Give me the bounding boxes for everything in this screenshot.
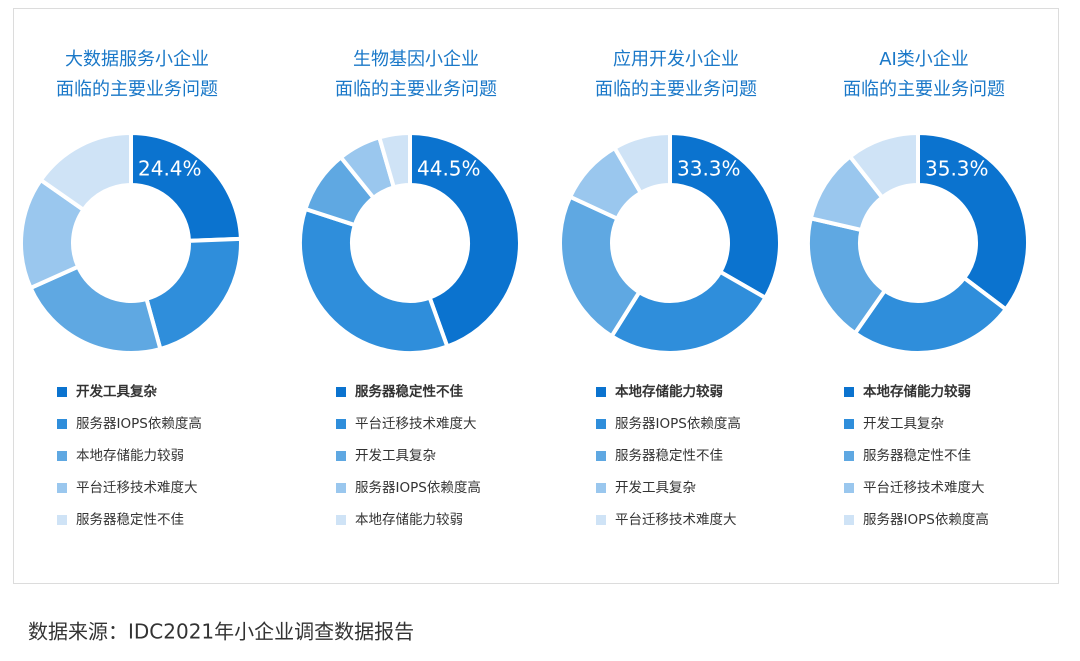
- legend-swatch: [57, 387, 67, 397]
- legend-label: 开发工具复杂: [615, 479, 696, 496]
- donut-segment: [129, 130, 243, 243]
- donut-segment: [27, 264, 163, 355]
- donut-segment: [38, 130, 133, 213]
- chart-title: 面临的主要业务问题: [56, 79, 218, 100]
- legend-swatch: [596, 451, 606, 461]
- legend-swatch: [336, 515, 346, 525]
- donut-segment: [376, 130, 412, 190]
- legend-swatch: [57, 483, 67, 493]
- donut-segment: [298, 206, 450, 355]
- donut-segment: [668, 130, 782, 301]
- legend-label: 开发工具复杂: [863, 415, 944, 432]
- legend-swatch: [596, 483, 606, 493]
- value-label: 35.3%: [925, 157, 989, 181]
- donut-segment: [608, 269, 769, 355]
- legend-label: 服务器稳定性不佳: [355, 383, 463, 400]
- legend-label: 服务器IOPS依赖度高: [76, 415, 202, 432]
- value-label: 33.3%: [677, 157, 741, 181]
- legend-label: 开发工具复杂: [76, 383, 157, 400]
- chart-title: 面临的主要业务问题: [595, 79, 757, 100]
- legend-label: 服务器IOPS依赖度高: [863, 511, 989, 528]
- legend-swatch: [336, 451, 346, 461]
- legend-label: 平台迁移技术难度大: [355, 416, 477, 432]
- value-label: 24.4%: [138, 157, 202, 181]
- legend-swatch: [336, 387, 346, 397]
- donut-segment: [852, 275, 1009, 355]
- chart-title: 面临的主要业务问题: [843, 79, 1005, 100]
- donut-segment: [916, 130, 1030, 313]
- donut-segment: [847, 130, 920, 201]
- donut-segment: [408, 130, 522, 350]
- legend-label: 本地存储能力较弱: [863, 383, 971, 400]
- chart-title: 应用开发小企业: [613, 49, 739, 70]
- legend-label: 服务器稳定性不佳: [76, 512, 184, 528]
- chart-title: 生物基因小企业: [353, 49, 479, 70]
- legend-label: 服务器IOPS依赖度高: [615, 415, 741, 432]
- chart-title: 大数据服务小企业: [65, 49, 209, 70]
- source: 数据来源：IDC2021年小企业调查数据报告: [28, 620, 414, 644]
- legend-swatch: [844, 515, 854, 525]
- legend-swatch: [596, 387, 606, 397]
- legend-swatch: [596, 515, 606, 525]
- chart-title: AI类小企业: [879, 49, 969, 70]
- legend-label: 服务器稳定性不佳: [615, 448, 723, 464]
- legend-label: 开发工具复杂: [355, 447, 436, 464]
- legend-label: 本地存储能力较弱: [615, 383, 723, 400]
- legend-swatch: [844, 387, 854, 397]
- legend-label: 平台迁移技术难度大: [615, 512, 737, 528]
- legend-swatch: [844, 483, 854, 493]
- legend-swatch: [596, 419, 606, 429]
- legend-label: 服务器IOPS依赖度高: [355, 479, 481, 496]
- legend-label: 本地存储能力较弱: [76, 448, 184, 464]
- legend-swatch: [57, 419, 67, 429]
- legend-swatch: [57, 451, 67, 461]
- legend-swatch: [336, 419, 346, 429]
- legend-swatch: [57, 515, 67, 525]
- donut-segment: [558, 194, 642, 340]
- value-label: 44.5%: [417, 157, 481, 181]
- donut-segment: [611, 130, 672, 196]
- legend-label: 平台迁移技术难度大: [76, 480, 198, 496]
- legend-label: 平台迁移技术难度大: [863, 480, 985, 496]
- legend-label: 本地存储能力较弱: [355, 512, 463, 528]
- chart-title: 面临的主要业务问题: [335, 79, 497, 100]
- legend-swatch: [844, 419, 854, 429]
- legend-swatch: [336, 483, 346, 493]
- legend-label: 服务器稳定性不佳: [863, 448, 971, 464]
- legend-swatch: [844, 451, 854, 461]
